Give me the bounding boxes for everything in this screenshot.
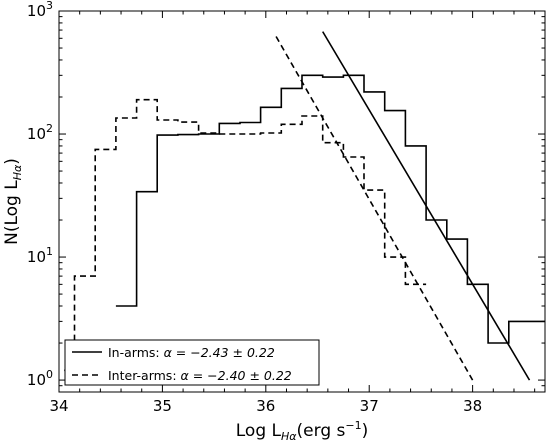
x-tick-label: 34 <box>49 397 68 415</box>
x-tick-label: 38 <box>463 397 482 415</box>
y-tick-label: 102 <box>27 122 53 143</box>
svg-text:N(Log LHα): N(Log LHα) <box>2 158 24 245</box>
legend-box <box>64 339 320 386</box>
x-tick-label: 35 <box>153 397 172 415</box>
y-axis-label: N(Log LHα) <box>2 158 24 245</box>
plot-area: 34 35 36 37 38 100 101 102 103 <box>27 0 546 415</box>
y-tick-label: 100 <box>27 368 53 389</box>
series-layer <box>64 31 545 381</box>
x-axis-label: Log LHα(erg s−1) <box>236 419 368 442</box>
x-tick-label: 36 <box>256 397 275 415</box>
series-inter-arms-fit <box>275 36 474 381</box>
x-tick-label: 37 <box>360 397 379 415</box>
series-in-arms-fit <box>322 31 531 381</box>
y-tick-label: 101 <box>27 245 53 266</box>
y-tick-label: 103 <box>27 0 53 20</box>
svg-text:Log LHα(erg s−1): Log LHα(erg s−1) <box>236 419 368 442</box>
legend-entry-inter-arms: Inter-arms: α = −2.40 ± 0.22 <box>108 368 292 383</box>
axis-ticks: 34 35 36 37 38 100 101 102 103 <box>27 0 545 415</box>
legend-entry-in-arms: In-arms: α = −2.43 ± 0.22 <box>108 345 275 360</box>
plot-frame <box>58 10 546 393</box>
series-inter-arms <box>64 98 427 372</box>
legend: In-arms: α = −2.43 ± 0.22 Inter-arms: α … <box>64 339 320 386</box>
series-in-arms <box>115 74 545 344</box>
